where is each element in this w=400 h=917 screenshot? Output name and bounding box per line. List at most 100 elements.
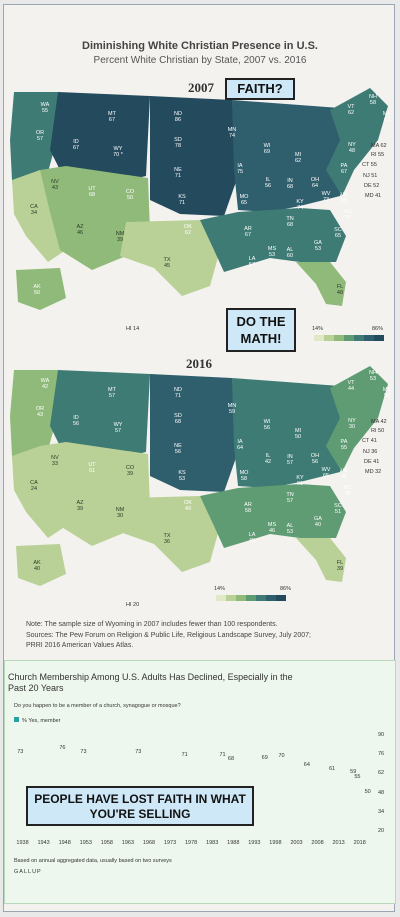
state-abbr: WA (40, 378, 50, 384)
state-abbr: ID (73, 415, 79, 421)
state-abbr: TN (286, 492, 294, 498)
state-label-ut: UT 61 (88, 462, 95, 474)
state-value: 64 (311, 183, 319, 189)
state-label-ny: NY 30 (348, 418, 356, 430)
state-label-mn: MN 74 (228, 127, 237, 139)
region-florida-2016 (296, 538, 346, 582)
region-mountain-2007 (50, 92, 150, 182)
state-abbr: WV (321, 467, 331, 473)
state-value: 48 (336, 290, 344, 296)
region-florida-2007 (296, 262, 346, 306)
state-label-co: CO 50 (126, 189, 134, 201)
state-value: 74 (228, 133, 236, 139)
state-abbr: LA (248, 532, 256, 538)
state-label-oh: OH 64 (311, 177, 319, 189)
legend-swatch-3 (246, 595, 256, 601)
state-abbr: KS (178, 470, 186, 476)
legend-min-2016: 14% (214, 586, 226, 592)
state-abbr: KY (296, 475, 304, 481)
state-label-ak: AK 40 (33, 560, 40, 572)
state-label-ak: AK 50 (33, 284, 40, 296)
state-value: 67 (244, 232, 252, 238)
y-tick-label: 90 (378, 732, 385, 738)
state-value: 34 (30, 210, 38, 216)
state-value: 65 (322, 473, 330, 479)
state-value: 56 (174, 449, 182, 455)
state-abbr: UT (88, 186, 96, 192)
state-abbr: WV (321, 191, 331, 197)
state-label-mo: MO 58 (240, 470, 249, 482)
state-label-ok: OK 49 (184, 500, 192, 512)
chart-title: Church Membership Among U.S. Adults Has … (8, 672, 293, 693)
year-label-2016: 2016 (186, 356, 212, 371)
state-value: 57 (344, 215, 352, 221)
callout-do-the-math: DO THE MATH! (226, 308, 296, 352)
data-label: 69 (261, 754, 268, 761)
state-abbr: IA (237, 163, 243, 169)
state-value: 55 (340, 198, 348, 204)
state-value: 71 (178, 200, 186, 206)
state-abbr: ME (382, 387, 392, 393)
state-abbr: WY (113, 146, 123, 152)
chart-source: GALLUP (14, 869, 42, 875)
state-label-fl: FL 39 (337, 560, 343, 572)
state-abbr: KY (296, 199, 304, 205)
state-abbr: NE (174, 443, 182, 449)
region-california-2016 (12, 446, 68, 538)
us-map-2016 (10, 366, 388, 586)
state-label-me: ME 67 (383, 111, 391, 123)
state-value: 39 (76, 506, 84, 512)
state-value: 67 (72, 145, 80, 151)
state-value: 44 (347, 386, 355, 392)
state-label-in: IN 57 (287, 454, 293, 466)
state-value: 57 (114, 428, 122, 434)
state-label-la: LA 57 (249, 256, 256, 268)
state-label-ks: KS 53 (178, 470, 185, 482)
state-abbr: ID (73, 139, 79, 145)
state-label-ne: NE 56 (174, 443, 182, 455)
state-abbr: MO (239, 194, 249, 200)
state-value: 53 (178, 476, 186, 482)
callout-faith: FAITH? (225, 78, 295, 100)
state-label-ri: RI 55 (371, 152, 385, 158)
legend-swatch-1 (226, 595, 236, 601)
state-abbr: ND (174, 387, 182, 393)
state-label-wv: WV 65 (322, 467, 331, 479)
state-label-la: LA 45 (249, 532, 256, 544)
state-label-nv: NV 33 (51, 455, 59, 467)
x-tick-label: 2018 (353, 840, 366, 846)
state-abbr: OR (35, 130, 45, 136)
state-label-mt: MT 67 (108, 111, 116, 123)
state-value: 56 (72, 421, 80, 427)
state-label-id: ID 56 (73, 415, 79, 427)
page-title: Diminishing White Christian Presence in … (82, 40, 318, 52)
gallup-chart-panel (4, 660, 396, 904)
state-value: 56 (311, 459, 319, 465)
state-value: 67 (340, 169, 348, 175)
state-label-id: ID 67 (73, 139, 79, 151)
state-value: 55 (340, 445, 348, 451)
region-midwest-2016 (232, 378, 354, 488)
region-plains-2007 (150, 96, 238, 216)
y-tick-label: 48 (378, 789, 385, 796)
data-label: 68 (227, 756, 235, 763)
region-northeast-2016 (326, 366, 388, 472)
data-label: 50 (364, 788, 371, 795)
legend-scale-2007 (314, 335, 384, 341)
data-label: 64 (303, 761, 310, 768)
state-label-ok: OK 62 (184, 224, 192, 236)
state-value: 64 (236, 445, 244, 451)
state-label-va: VA 55 (341, 192, 348, 204)
legend-swatch-2 (334, 335, 344, 341)
state-label-mt: MT 57 (108, 387, 116, 399)
state-label-nd: ND 71 (174, 387, 182, 399)
state-label-ca: CA 34 (30, 204, 38, 216)
state-value: 58 (369, 100, 377, 106)
legend-swatch (14, 717, 19, 722)
state-abbr: MT (108, 111, 116, 117)
state-abbr: NH (369, 94, 377, 100)
state-label-nc: NC 48 (344, 485, 352, 497)
legend-swatch-4 (354, 335, 364, 341)
state-label-md: MD 41 (365, 193, 382, 199)
legend-swatch-6 (374, 335, 384, 341)
